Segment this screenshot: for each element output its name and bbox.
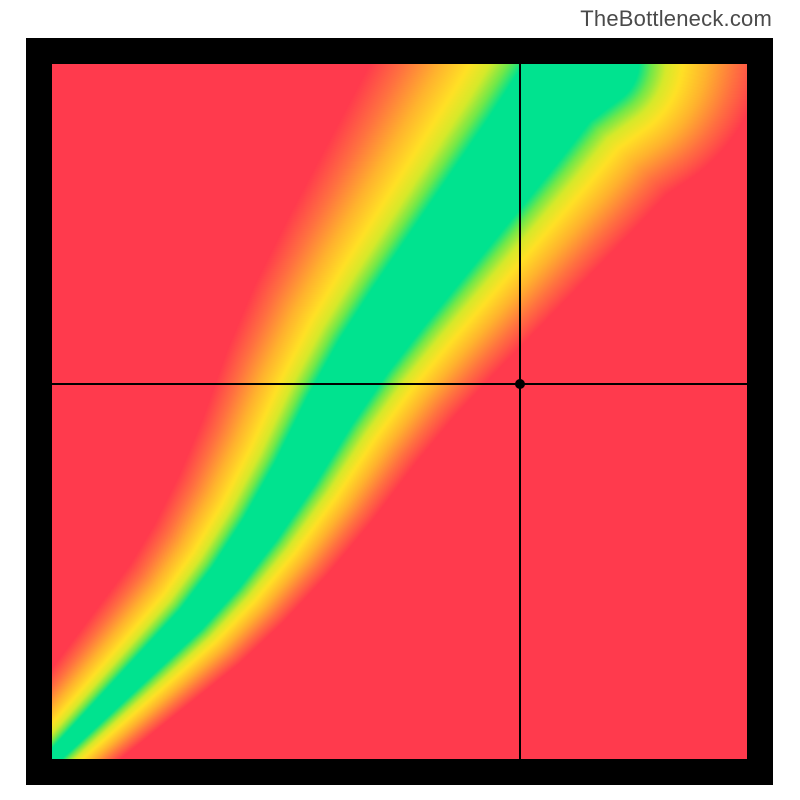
crosshair-vertical — [519, 64, 521, 759]
heatmap-canvas — [52, 64, 747, 759]
crosshair-marker — [515, 379, 525, 389]
watermark-text: TheBottleneck.com — [580, 6, 772, 32]
crosshair-horizontal — [52, 383, 747, 385]
chart-container: TheBottleneck.com — [0, 0, 800, 800]
